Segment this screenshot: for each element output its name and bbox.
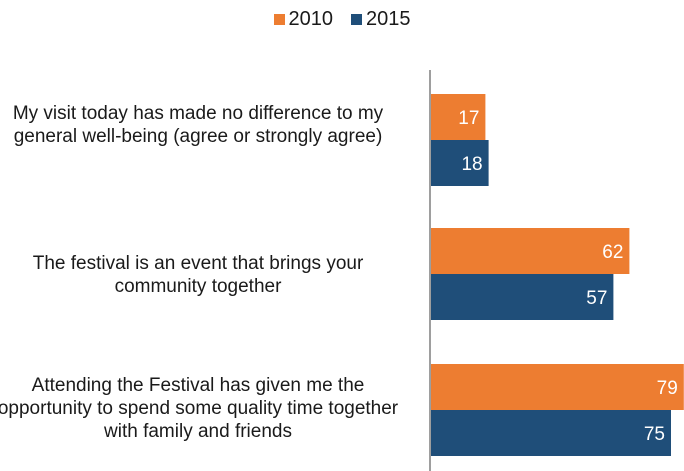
bar-wellbeing-2015 [431, 140, 489, 186]
legend-item-2015: 2015 [351, 8, 411, 31]
legend: 2010 2015 [0, 8, 684, 31]
bar-community-2010 [431, 228, 630, 274]
legend-label-2010: 2010 [288, 8, 334, 30]
legend-swatch-2015 [351, 14, 362, 25]
bar-family-time-2010 [431, 364, 684, 410]
data-label-wellbeing-2015: 18 [461, 154, 482, 175]
data-label-family-time-2015: 75 [644, 424, 665, 445]
data-label-community-2015: 57 [586, 288, 607, 309]
bar-family-time-2015 [431, 410, 671, 456]
category-label-wellbeing: My visit today has made no difference to… [12, 103, 384, 147]
data-label-community-2010: 62 [602, 242, 623, 263]
data-label-wellbeing-2010: 17 [458, 108, 479, 129]
legend-label-2015: 2015 [366, 8, 411, 30]
bar-wellbeing-2010 [431, 94, 486, 140]
legend-swatch-2010 [273, 14, 285, 25]
bar-community-2015 [431, 274, 614, 320]
legend-item-2010: 2010 [273, 8, 334, 31]
data-label-family-time-2010: 79 [657, 378, 678, 399]
category-label-family-time: Attending the Festival has given me the … [0, 375, 399, 442]
category-label-community: The festival is an event that brings you… [32, 253, 364, 297]
